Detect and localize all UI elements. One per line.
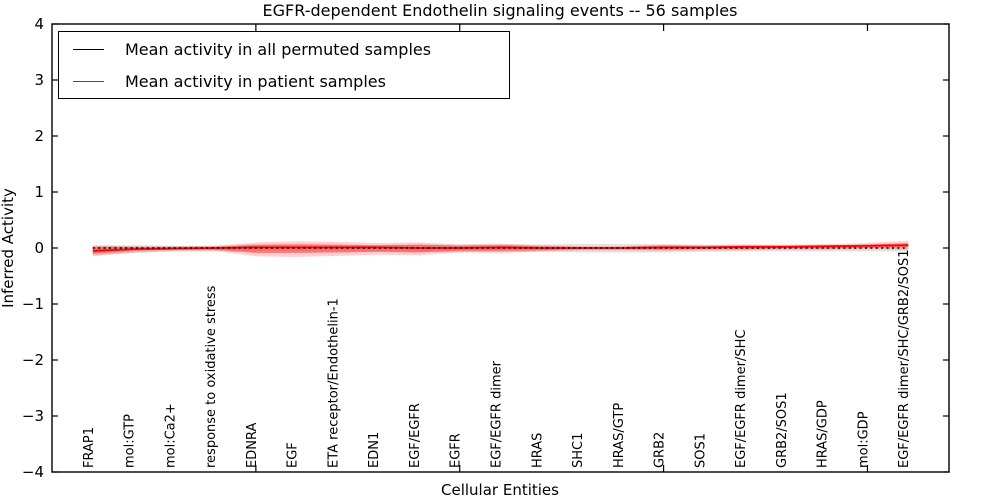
category-label: ETA receptor/Endothelin-1 bbox=[326, 298, 341, 468]
x-axis-label: Cellular Entities bbox=[441, 481, 559, 499]
category-label: HRAS bbox=[530, 433, 545, 468]
category-label: HRAS/GTP bbox=[612, 403, 627, 468]
patient-samples-std-band-outer-band bbox=[92, 240, 909, 257]
y-tick-label: 2 bbox=[34, 127, 44, 145]
category-label: SHC1 bbox=[571, 433, 586, 468]
category-label: EGFR bbox=[449, 433, 464, 468]
legend-entry-label: Mean activity in patient samples bbox=[125, 71, 386, 91]
category-label: GRB2/SOS1 bbox=[775, 392, 790, 468]
y-tick-label: −4 bbox=[22, 463, 44, 481]
category-label: response to oxidative stress bbox=[204, 285, 219, 468]
legend-entry-patient: Mean activity in patient samples bbox=[59, 65, 509, 97]
y-tick-label: −3 bbox=[22, 407, 44, 425]
category-label: EGF/EGFR dimer/SHC/GRB2/SOS1 bbox=[897, 250, 912, 469]
category-label: EDN1 bbox=[367, 432, 382, 468]
category-label: FRAP1 bbox=[82, 427, 97, 468]
category-label: EGF/EGFR bbox=[408, 403, 423, 468]
legend-entry-label: Mean activity in all permuted samples bbox=[125, 39, 432, 59]
category-label: EDNRA bbox=[245, 423, 260, 468]
y-tick-label: 0 bbox=[34, 239, 44, 257]
category-label: mol:GTP bbox=[123, 414, 138, 468]
y-tick-label: 1 bbox=[34, 183, 44, 201]
category-label: EGF bbox=[286, 442, 301, 468]
y-axis-label: Inferred Activity bbox=[0, 188, 17, 308]
category-label: EGF/EGFR dimer bbox=[490, 360, 505, 468]
category-label: HRAS/GDP bbox=[816, 400, 831, 468]
legend-line-sample-red bbox=[73, 80, 104, 82]
legend-entry-permuted: Mean activity in all permuted samples bbox=[59, 33, 509, 65]
y-tick-label: −2 bbox=[22, 351, 44, 369]
category-label: SOS1 bbox=[693, 433, 708, 468]
legend-box: Mean activity in all permuted samples Me… bbox=[58, 31, 510, 99]
category-label: mol:GDP bbox=[856, 411, 871, 468]
chart-title: EGFR-dependent Endothelin signaling even… bbox=[262, 1, 738, 20]
y-tick-label: −1 bbox=[22, 295, 44, 313]
y-tick-label: 3 bbox=[34, 71, 44, 89]
category-label: mol:Ca2+ bbox=[163, 403, 178, 468]
y-tick-label: 4 bbox=[34, 15, 44, 33]
legend-line-sample-black bbox=[73, 48, 104, 50]
category-label: EGF/EGFR dimer/SHC bbox=[734, 330, 749, 468]
category-label: GRB2 bbox=[653, 432, 668, 468]
